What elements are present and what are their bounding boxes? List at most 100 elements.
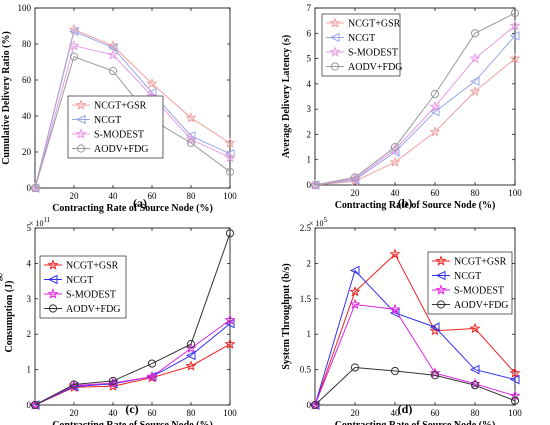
x-tick-label: 40: [109, 191, 119, 201]
data-point: [509, 52, 521, 64]
data-point: [69, 52, 79, 61]
legend-label: S-MODEST: [94, 130, 144, 141]
y-tick-label: 1: [27, 365, 32, 375]
series-line: [34, 55, 231, 189]
data-point: [469, 322, 481, 334]
legend-item: AODV+FDG: [326, 62, 403, 73]
legend: NCGT+GSR NCGT S-MODEST AODV+FDG: [39, 255, 127, 319]
y-tick-label: 7: [307, 3, 312, 13]
y-tick-label: 40: [22, 111, 32, 121]
y-tick-label: 4: [27, 258, 32, 268]
y-tick-label: 0: [307, 400, 312, 410]
data-point: [509, 19, 521, 31]
data-point: [310, 180, 320, 190]
y-tick-label: 5: [307, 54, 312, 64]
legend-item: AODV+FDG: [72, 144, 149, 155]
y-tick-label: 80: [22, 39, 32, 49]
x-tick-label: 20: [70, 191, 80, 201]
data-point: [430, 89, 440, 99]
data-point: [224, 314, 236, 325]
legend-item: NCGT: [432, 270, 481, 282]
y-axis-label: Cumulative Delivery Ratio (%): [1, 31, 12, 165]
x-tick-label: 20: [351, 408, 361, 418]
y-axis-label: Average Delivery Latency (s): [281, 35, 292, 158]
y-tick-label: 0: [307, 180, 312, 190]
legend-marker: [47, 288, 59, 299]
legend-label: NCGT: [94, 115, 121, 126]
legend-marker: [76, 144, 86, 153]
legend-marker: [47, 259, 59, 270]
legend-label: S-MODEST: [66, 290, 116, 301]
x-tick-label: 40: [109, 408, 119, 418]
legend-label: NCGT: [454, 271, 481, 282]
y-tick-label: 1: [307, 155, 312, 165]
data-point: [108, 376, 118, 386]
data-point: [185, 342, 197, 353]
data-point: [107, 48, 119, 60]
data-point: [469, 364, 480, 375]
data-point: [349, 265, 360, 276]
x-tick-label: 60: [148, 408, 158, 418]
y-tick-label: 100: [18, 3, 32, 13]
data-point: [30, 183, 40, 193]
y-tick-label: 3: [307, 104, 312, 114]
legend: NCGT+GSR NCGT S-MODEST AODV+FDG: [321, 13, 403, 77]
series-line: [314, 269, 516, 406]
x-tick-label: 20: [70, 408, 80, 418]
x-tick-label: 80: [471, 188, 481, 198]
data-point: [509, 31, 520, 41]
data-point: [185, 360, 197, 371]
series-line: [34, 45, 231, 189]
y-tick-label: 0: [27, 400, 32, 410]
chart-panel-1: 0 20 40 60 80 100 20 40 60 80 100 Contracting Rate …: [1, 3, 237, 214]
legend-marker: [48, 304, 58, 313]
x-tick-label: 100: [508, 188, 522, 198]
series-aodv-fdg: [310, 8, 520, 190]
legend-item: S-MODEST: [432, 284, 504, 297]
series-aodv-fdg: [310, 363, 520, 410]
data-point: [224, 151, 236, 163]
data-point: [350, 173, 360, 182]
y-tick-label: 5: [27, 223, 32, 233]
x-tick-label: 60: [431, 188, 441, 198]
legend-label: AODV+FDG: [454, 300, 509, 311]
data-point: [185, 133, 197, 145]
data-point: [107, 378, 118, 389]
data-point: [510, 396, 520, 405]
data-point: [350, 363, 360, 372]
chart-panel-2: 0 1 2 3 4 5 6 7 20 40 60 80 100 Contracting Rate of S…: [281, 3, 522, 211]
series-line: [314, 366, 516, 406]
y-multiplier: × 1011: [29, 216, 51, 228]
panel-label: (a): [133, 196, 147, 210]
data-point: [224, 338, 236, 349]
data-point: [185, 350, 196, 361]
data-point: [389, 248, 401, 259]
data-point: [509, 374, 520, 385]
legend-marker: [75, 99, 87, 110]
legend-marker: [330, 62, 340, 71]
data-point: [185, 111, 197, 123]
legend-item: NCGT+GSR: [44, 259, 119, 272]
panel-label: (b): [398, 196, 413, 210]
legend-item: S-MODEST: [326, 46, 398, 59]
y-tick-label: 60: [22, 75, 32, 85]
data-point: [186, 340, 196, 349]
legend-box: [39, 255, 127, 319]
legend-label: NCGT+GSR: [348, 19, 401, 30]
legend-marker: [436, 300, 446, 309]
data-point: [469, 52, 481, 64]
legend-marker: [435, 270, 446, 281]
x-tick-label: 40: [391, 188, 401, 198]
x-tick-label: 20: [351, 188, 361, 198]
legend-item: NCGT: [72, 114, 121, 126]
legend-item: S-MODEST: [44, 288, 116, 301]
panel-label: (d): [398, 402, 413, 416]
data-point: [430, 371, 440, 380]
y-tick-label: 6: [307, 28, 312, 38]
legend-label: NCGT: [348, 33, 375, 44]
data-point: [108, 66, 118, 76]
x-axis-label: Contracting Rate of Source Node (%): [52, 420, 213, 425]
legend-item: AODV+FDG: [432, 300, 509, 311]
data-point: [349, 285, 361, 297]
y-tick-label: 0: [27, 183, 32, 193]
